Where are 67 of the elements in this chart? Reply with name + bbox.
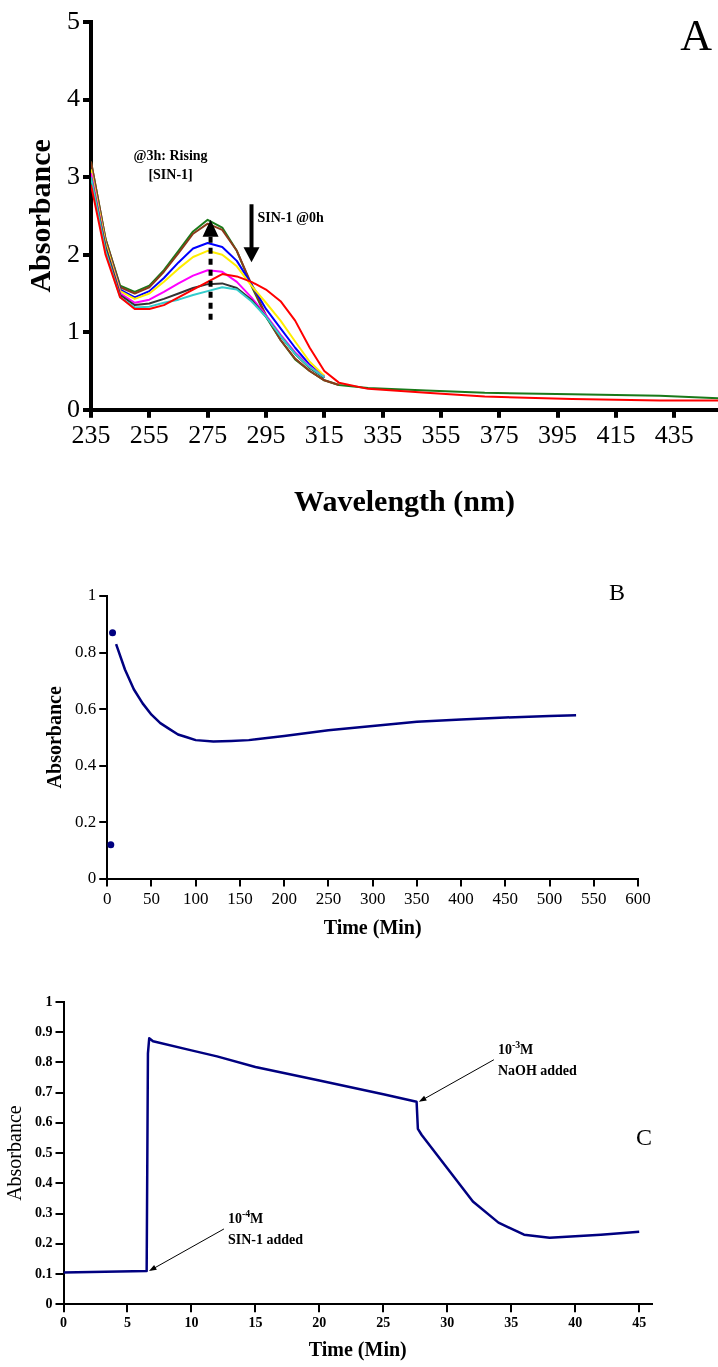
x-axis-title: Wavelength (nm) <box>294 483 515 518</box>
text: C <box>635 1124 652 1150</box>
y-tick-label: 1 <box>87 585 97 605</box>
x-tick-label: 395 <box>538 420 578 450</box>
y-tick-label: 0.8 <box>75 641 97 661</box>
y-tick-label: 2 <box>67 238 80 268</box>
x-tick-label: 295 <box>246 420 286 450</box>
y-axis-title: Absorbance <box>43 686 66 789</box>
x-tick-label: 200 <box>271 889 297 909</box>
x-axis-title: Time (Min) <box>323 916 422 940</box>
y-tick-label: 0.6 <box>75 698 97 718</box>
x-tick-label: 100 <box>182 889 209 909</box>
y-tick-label: 0.7 <box>35 1084 53 1100</box>
x-tick-label: 0 <box>103 889 112 909</box>
y-tick-label: 0 <box>67 393 80 423</box>
y-tick-label: 0.3 <box>35 1205 53 1221</box>
x-tick-label: 25 <box>376 1315 391 1331</box>
x-tick-label: 415 <box>596 420 636 450</box>
x-tick-label: 350 <box>404 889 430 909</box>
y-tick-label: 1 <box>67 316 80 346</box>
x-tick-label: 20 <box>312 1315 327 1331</box>
x-tick-label: 50 <box>142 889 160 909</box>
x-tick-label: 15 <box>248 1315 263 1331</box>
y-tick-label: 0 <box>45 1295 53 1311</box>
y-tick-label: 0.5 <box>35 1144 53 1160</box>
x-tick-label: 355 <box>421 420 461 450</box>
x-tick-label: 600 <box>625 889 651 909</box>
y-tick-label: 0.2 <box>75 811 97 831</box>
y-tick-label: 0.4 <box>35 1174 53 1190</box>
x-tick-label: 315 <box>304 420 344 450</box>
x-tick-label: 300 <box>359 889 386 909</box>
x-axis-title: Time (Min) <box>308 1338 407 1362</box>
y-tick-label: 0.1 <box>35 1265 53 1281</box>
x-tick-label: 275 <box>188 420 228 450</box>
y-tick-label: 4 <box>67 83 80 113</box>
x-tick-label: 255 <box>129 420 169 450</box>
x-tick-label: 35 <box>504 1315 519 1331</box>
y-tick-label: 0.6 <box>35 1114 53 1130</box>
chart-title: A <box>680 11 713 60</box>
y-tick-label: 0.8 <box>35 1054 53 1070</box>
y-tick-label: 0.4 <box>75 755 97 775</box>
x-tick-label: 550 <box>581 889 607 909</box>
y-axis-title: Absorbance <box>3 1105 26 1201</box>
y-tick-label: 0.2 <box>35 1235 53 1251</box>
y-tick-label: 1 <box>45 993 53 1009</box>
x-tick-label: 150 <box>227 889 253 909</box>
y-tick-label: 0 <box>87 868 97 888</box>
x-tick-label: 435 <box>654 420 694 450</box>
x-tick-label: 235 <box>71 420 111 450</box>
y-tick-label: 0.9 <box>35 1023 53 1039</box>
chart-title: B <box>608 579 625 605</box>
annotation: @3h: Rising [SIN-1] <box>133 147 208 182</box>
annotation: SIN-1 @0h <box>257 210 325 226</box>
x-tick-label: 45 <box>632 1315 647 1331</box>
y-tick-label: 5 <box>67 5 80 35</box>
x-tick-label: 30 <box>440 1315 455 1331</box>
x-tick-label: 375 <box>479 420 519 450</box>
x-tick-label: 250 <box>315 889 342 909</box>
y-tick-label: 3 <box>67 160 80 190</box>
x-tick-label: 40 <box>568 1315 583 1331</box>
x-tick-label: 335 <box>363 420 403 450</box>
x-tick-label: 400 <box>448 889 474 909</box>
x-tick-label: 5 <box>123 1315 131 1331</box>
x-tick-label: 500 <box>536 889 563 909</box>
x-tick-label: 10 <box>184 1315 199 1331</box>
x-tick-label: 450 <box>492 889 519 909</box>
y-axis-title: Absorbance <box>22 139 56 293</box>
